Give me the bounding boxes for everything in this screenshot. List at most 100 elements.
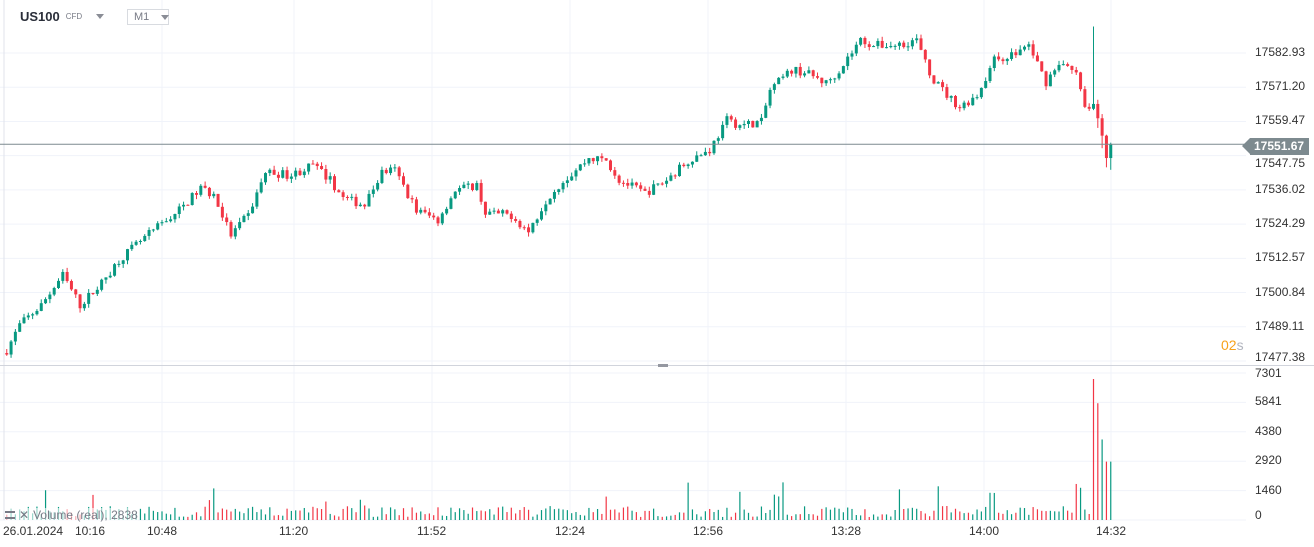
- candle-up: [1053, 70, 1057, 75]
- candle-down: [816, 76, 819, 78]
- candle-down: [522, 227, 526, 229]
- candle-up: [665, 180, 669, 184]
- candle-up: [130, 244, 134, 250]
- candle-up: [138, 240, 142, 242]
- candle-down: [91, 292, 95, 294]
- instrument-type: CFD: [65, 12, 83, 21]
- candle-down: [518, 220, 522, 228]
- volume-tick-label: 4380: [1255, 423, 1282, 438]
- candle-up: [182, 204, 186, 207]
- indicator-settings-icon[interactable]: [5, 511, 15, 519]
- candle-down: [643, 188, 647, 191]
- time-tick-label: 10:48: [147, 524, 178, 538]
- candle-down: [471, 183, 474, 191]
- candle-down: [682, 164, 686, 167]
- candle-up: [854, 44, 858, 54]
- candle-down: [863, 37, 867, 45]
- candle-up: [164, 221, 168, 223]
- candle-up: [242, 215, 246, 223]
- candle-up: [893, 45, 897, 47]
- candle-down: [410, 198, 414, 200]
- candle-down: [406, 184, 410, 199]
- candle-down: [1104, 135, 1108, 159]
- candle-down: [609, 160, 612, 171]
- chevron-down-icon: [96, 14, 105, 19]
- candle-up: [772, 84, 776, 90]
- candle-up: [501, 210, 505, 214]
- pane-resize-handle[interactable]: [658, 364, 668, 367]
- candle-up: [1057, 64, 1061, 71]
- candle-down: [798, 66, 802, 76]
- candle-down: [591, 158, 595, 162]
- candle-up: [117, 263, 121, 265]
- price-tick-label: 17489.11: [1255, 318, 1305, 333]
- candle-up: [535, 219, 539, 223]
- candle-up: [764, 105, 768, 118]
- candle-up: [233, 228, 237, 237]
- candle-up: [552, 191, 556, 199]
- candle-down: [923, 49, 927, 60]
- candle-up: [971, 97, 975, 106]
- candle-up: [906, 46, 910, 48]
- volume-indicator-legend[interactable]: ✕ Volume (real), 2838: [5, 508, 138, 522]
- candle-up: [703, 151, 707, 156]
- price-tick-label: 17559.47: [1255, 113, 1306, 128]
- candle-up: [376, 182, 380, 190]
- candle-up: [695, 155, 699, 162]
- time-tick-label: 14:00: [969, 524, 1000, 538]
- candle-up: [979, 87, 983, 98]
- candle-up: [302, 171, 306, 176]
- candle-down: [298, 170, 302, 176]
- candle-up: [445, 208, 449, 214]
- candle-down: [423, 209, 427, 213]
- candle-up: [238, 222, 242, 229]
- candle-down: [505, 210, 509, 214]
- candle-down: [604, 158, 608, 161]
- timeframe-dropdown[interactable]: M1: [127, 9, 170, 25]
- candle-up: [742, 123, 746, 126]
- candle-up: [212, 193, 216, 197]
- candle-up: [1005, 58, 1009, 62]
- time-tick-label: 13:28: [831, 524, 862, 538]
- symbol-selector[interactable]: US100 CFD: [20, 9, 105, 24]
- candle-down: [958, 107, 962, 109]
- candle-down: [272, 169, 276, 175]
- candle-down: [216, 193, 220, 207]
- candle-down: [69, 281, 73, 290]
- candle-up: [781, 76, 785, 78]
- volume-tick-label: 5841: [1255, 394, 1282, 409]
- candle-up: [889, 45, 893, 48]
- candle-up: [57, 280, 60, 288]
- price-tick-label: 17512.57: [1255, 250, 1306, 265]
- candle-up: [565, 180, 569, 184]
- candle-up: [587, 158, 591, 164]
- candle-up: [984, 81, 988, 88]
- candle-down: [729, 116, 733, 120]
- candle-down: [600, 156, 604, 159]
- candle-up: [289, 176, 293, 179]
- candle-down: [311, 163, 315, 165]
- candle-down: [1035, 55, 1039, 62]
- candle-up: [61, 271, 65, 281]
- candle-up: [803, 73, 807, 76]
- candle-down: [997, 56, 1001, 60]
- candle-down: [345, 196, 349, 198]
- candle-up: [872, 46, 876, 48]
- candle-down: [751, 120, 755, 128]
- candle-up: [716, 138, 720, 141]
- candle-down: [1100, 118, 1104, 136]
- close-icon[interactable]: ✕: [19, 508, 30, 522]
- candle-down: [617, 175, 621, 183]
- candle-up: [807, 70, 811, 74]
- candle-up: [1027, 44, 1031, 47]
- candle-down: [621, 182, 625, 184]
- candle-up: [307, 163, 311, 172]
- candle-up: [759, 117, 763, 122]
- candle-down: [966, 102, 970, 106]
- candle-down: [432, 215, 436, 218]
- candle-up: [466, 183, 470, 185]
- candle-down: [496, 210, 500, 214]
- candle-up: [13, 331, 17, 342]
- candle-up: [143, 235, 147, 241]
